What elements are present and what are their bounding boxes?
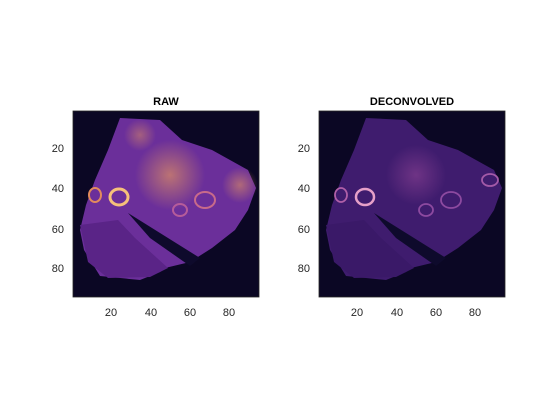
raw-ring-feature	[108, 187, 130, 207]
deconvolved-glow-center	[386, 145, 446, 205]
deconvolved-axes-frame	[318, 110, 506, 298]
raw-lower-lobe	[80, 220, 168, 278]
deconvolved-panel-title: DECONVOLVED	[370, 96, 454, 108]
raw-xtick-80: 80	[223, 307, 235, 319]
raw-panel-title: RAW	[153, 96, 179, 108]
deconvolved-dark-wedge	[374, 213, 446, 266]
deconvolved-ytick-60: 60	[298, 224, 310, 236]
deconvolved-xtick-80: 80	[469, 307, 481, 319]
raw-axes-frame	[72, 110, 260, 298]
deconvolved-ytick-80: 80	[298, 263, 310, 275]
raw-dark-wedge	[128, 213, 200, 266]
raw-xtick-40: 40	[145, 307, 157, 319]
deconvolved-xtick-40: 40	[391, 307, 403, 319]
raw-ytick-20: 20	[52, 143, 64, 155]
raw-ytick-80: 80	[52, 263, 64, 275]
deconvolved-lower-lobe	[326, 220, 414, 278]
raw-ring-feature-3	[194, 191, 216, 209]
deconvolved-ytick-20: 20	[298, 143, 310, 155]
deconvolved-ring-feature-3	[440, 191, 462, 209]
raw-ytick-60: 60	[52, 224, 64, 236]
raw-glow-right	[222, 167, 258, 203]
deconvolved-xtick-20: 20	[351, 307, 363, 319]
raw-glow-top	[124, 119, 156, 151]
raw-panel: RAW 20 40 60 80 20 40 60 80	[52, 96, 260, 319]
raw-ring-feature-4	[172, 203, 188, 217]
deconvolved-ring-feature	[354, 187, 376, 207]
raw-xtick-20: 20	[105, 307, 117, 319]
deconvolved-ring-feature-2	[334, 187, 348, 203]
deconvolved-ytick-40: 40	[298, 183, 310, 195]
raw-xtick-60: 60	[184, 307, 196, 319]
raw-ytick-40: 40	[52, 183, 64, 195]
raw-glow-center	[135, 140, 205, 210]
deconvolved-xtick-60: 60	[430, 307, 442, 319]
deconvolved-panel: DECONVOLVED 20 40 60 80 20 40 60 80	[298, 96, 506, 319]
deconvolved-ring-feature-5	[481, 173, 499, 187]
raw-ring-feature-2	[88, 187, 102, 203]
deconvolved-ring-feature-4	[418, 203, 434, 217]
